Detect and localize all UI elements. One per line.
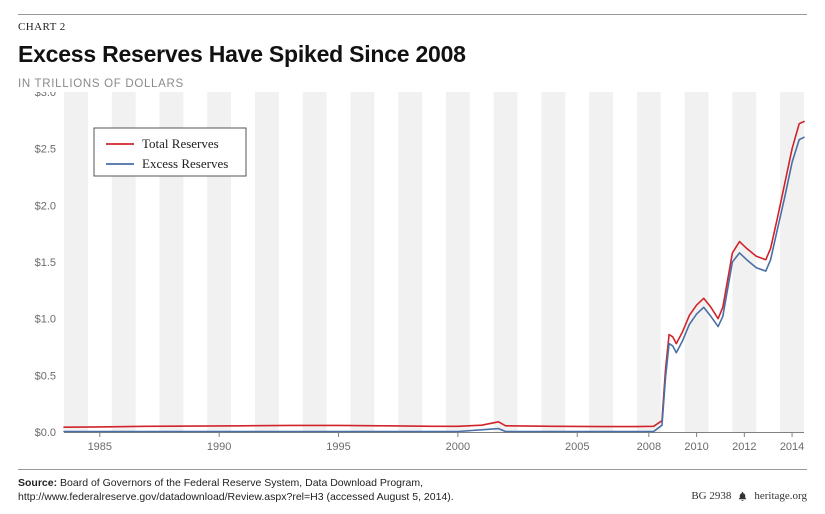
publication-id: BG 2938 [691, 489, 731, 504]
source-label: Source: [18, 477, 57, 489]
source-text-2: http://www.federalreserve.gov/datadownlo… [18, 491, 454, 503]
bell-icon [737, 491, 748, 502]
svg-text:2012: 2012 [732, 441, 756, 453]
svg-text:$1.5: $1.5 [35, 257, 56, 269]
svg-text:$3.0: $3.0 [35, 92, 56, 99]
svg-text:$1.0: $1.0 [35, 314, 56, 326]
chart-subtitle: IN TRILLIONS OF DOLLARS [18, 78, 807, 90]
top-rule [18, 14, 807, 15]
svg-text:1990: 1990 [207, 441, 231, 453]
svg-text:2008: 2008 [637, 441, 661, 453]
chart-title: Excess Reserves Have Spiked Since 2008 [18, 41, 807, 68]
chart-number-label: CHART 2 [18, 21, 807, 33]
svg-text:2005: 2005 [565, 441, 589, 453]
svg-text:Total Reserves: Total Reserves [142, 136, 219, 151]
svg-text:1985: 1985 [88, 441, 112, 453]
svg-text:$0.5: $0.5 [35, 370, 56, 382]
chart-page: CHART 2 Excess Reserves Have Spiked Sinc… [0, 0, 825, 514]
svg-text:$0.0: $0.0 [35, 427, 56, 439]
svg-text:Excess Reserves: Excess Reserves [142, 156, 228, 171]
svg-text:1995: 1995 [326, 441, 350, 453]
footer: Source: Board of Governors of the Federa… [18, 469, 807, 504]
svg-text:2010: 2010 [684, 441, 708, 453]
source-block: Source: Board of Governors of the Federa… [18, 476, 454, 504]
svg-text:$2.5: $2.5 [35, 144, 56, 156]
publication-block: BG 2938 heritage.org [691, 489, 807, 504]
svg-text:$2.0: $2.0 [35, 200, 56, 212]
svg-text:2014: 2014 [780, 441, 804, 453]
site-name: heritage.org [754, 489, 807, 504]
line-chart: $0.0 $0.5 $1.0 $1.5 $2.0 $2.5 $3.0 1985 1990 1995… [18, 92, 808, 454]
plot-area: $0.0 $0.5 $1.0 $1.5 $2.0 $2.5 $3.0 1985 1990 1995… [18, 92, 807, 454]
source-text-1: Board of Governors of the Federal Reserv… [60, 477, 423, 489]
svg-text:2000: 2000 [446, 441, 470, 453]
